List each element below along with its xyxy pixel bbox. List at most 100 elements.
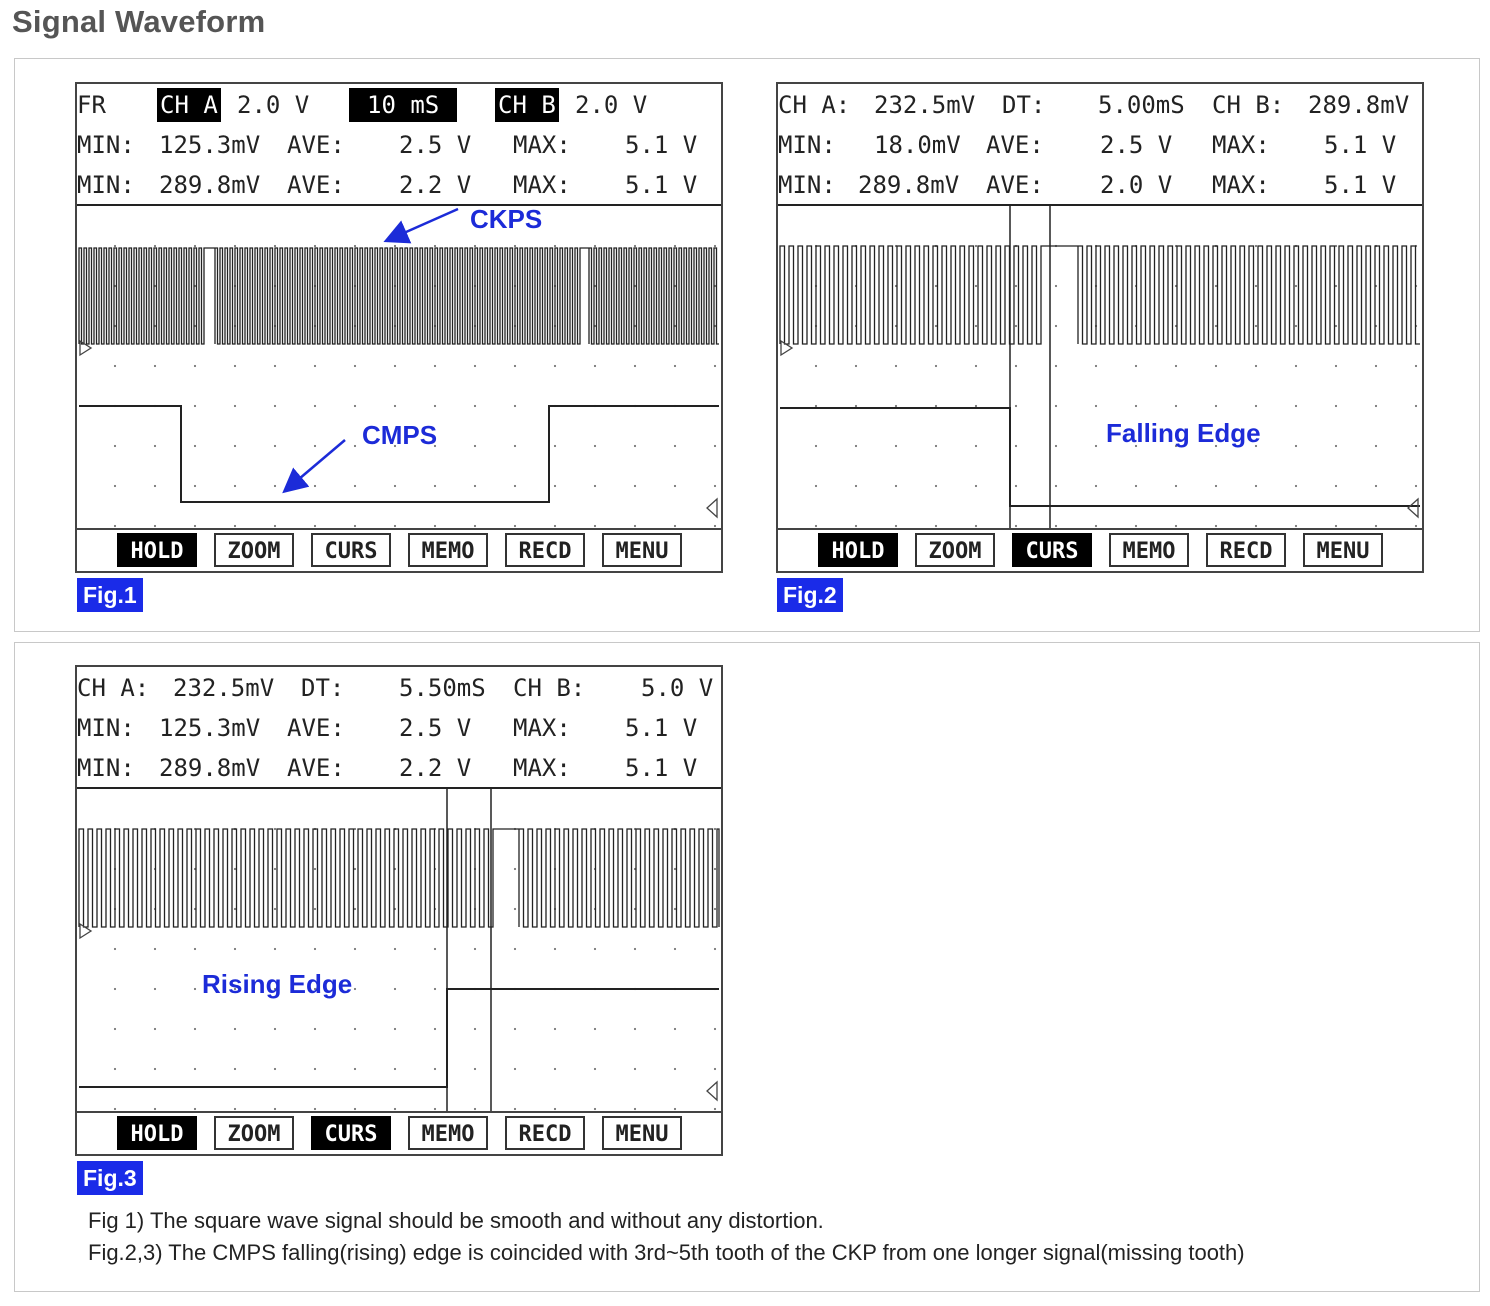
fig3-cmps-trace [79, 988, 719, 1088]
fig1-grid-dot [593, 364, 597, 368]
fig3-grid-dot [513, 867, 517, 871]
fig2-grid-dot [854, 444, 858, 448]
fig2-grid-dot [1054, 484, 1058, 488]
fig3-recd-button[interactable]: RECD [505, 1116, 585, 1150]
fig1-grid-dot [473, 444, 477, 448]
fig1-grid-dot [433, 484, 437, 488]
fig2-grid-dot [1174, 404, 1178, 408]
fig3-grid-dot [673, 1067, 677, 1071]
fig2-menu-button[interactable]: MENU [1303, 533, 1383, 567]
fig3-grid-dot [313, 1067, 317, 1071]
fig1-ckps-annotation: CKPS [470, 204, 543, 234]
fig1-zoom-button[interactable]: ZOOM [214, 533, 294, 567]
fig2-grid-dot [894, 404, 898, 408]
fig1-h2-2: AVE: [287, 171, 345, 199]
fig1-scope: FR CH A 2.0 V 10 mS CH B 2.0 V MIN: 125.… [75, 82, 723, 573]
fig1-grid-dot [233, 524, 237, 528]
fig2-grid-dot [814, 524, 818, 528]
fig3-grid-dot [353, 1107, 357, 1111]
fig1-grid-dot [193, 524, 197, 528]
fig1-h1-1: 125.3mV [159, 131, 261, 159]
fig1-grid-dot [433, 404, 437, 408]
fig1-hold-button[interactable]: HOLD [117, 533, 197, 567]
fig3-menu-button[interactable]: MENU [602, 1116, 682, 1150]
fig2-grid-dot [1094, 524, 1098, 528]
fig2-grid-dot [1254, 404, 1258, 408]
fig1-grid-dot [353, 364, 357, 368]
fig2-header-divider [778, 204, 1422, 206]
fig2-memo-button[interactable]: MEMO [1109, 533, 1189, 567]
fig3-header-row-3: MIN: 289.8mV AVE: 2.2 V MAX: 5.1 V [77, 751, 721, 785]
fig2-grid-dot [974, 364, 978, 368]
fig3-grid-dot [233, 907, 237, 911]
fig2-waveform-plot [779, 206, 1420, 528]
fig1-grid-dot [193, 244, 197, 248]
fig2-grid-dot [1094, 404, 1098, 408]
fig1-recd-button[interactable]: RECD [505, 533, 585, 567]
fig1-memo-button[interactable]: MEMO [408, 533, 488, 567]
fig1-grid-dot [553, 484, 557, 488]
fig3-grid-dot [313, 947, 317, 951]
fig3-grid-dot [273, 867, 277, 871]
fig1-grid-dot [273, 484, 277, 488]
fig1-grid-dot [673, 444, 677, 448]
fig1-h0-2: 2.0 V [237, 91, 310, 119]
fig2-zoom-button[interactable]: ZOOM [915, 533, 995, 567]
fig2-grid-dot [1014, 484, 1018, 488]
fig1-grid-dot [353, 484, 357, 488]
fig3-zoom-button[interactable]: ZOOM [214, 1116, 294, 1150]
fig1-grid-dot [473, 524, 477, 528]
fig2-grid-dot [1294, 284, 1298, 288]
fig2-grid-dot [1054, 444, 1058, 448]
fig1-waveform-plot [78, 244, 719, 528]
fig2-grid-dot [1414, 364, 1418, 368]
fig3-grid-dot [353, 947, 357, 951]
fig1-grid-dot [673, 524, 677, 528]
fig3-hold-button[interactable]: HOLD [117, 1116, 197, 1150]
fig2-grid-dot [814, 444, 818, 448]
fig3-curs-button[interactable]: CURS [311, 1116, 391, 1150]
fig2-hold-button[interactable]: HOLD [818, 533, 898, 567]
fig2-grid-dot [1174, 364, 1178, 368]
fig2-h2-1: 289.8mV [858, 171, 960, 199]
fig1-header-row-2: MIN: 125.3mV AVE: 2.5 V MAX: 5.1 V [77, 128, 721, 162]
fig1-curs-button[interactable]: CURS [311, 533, 391, 567]
fig2-grid-dot [894, 484, 898, 488]
fig1-grid-dot [353, 524, 357, 528]
fig3-grid-dot [393, 987, 397, 991]
fig2-recd-button[interactable]: RECD [1206, 533, 1286, 567]
fig3-grid-dot [353, 867, 357, 871]
fig2-curs-button[interactable]: CURS [1012, 533, 1092, 567]
fig1-grid-dot [353, 404, 357, 408]
fig1-grid-dot [353, 244, 357, 248]
fig3-h1-4: MAX: [513, 714, 571, 742]
fig1-grid-dot [273, 524, 277, 528]
fig1-menu-button[interactable]: MENU [602, 533, 682, 567]
fig2-h2-2: AVE: [986, 171, 1044, 199]
fig2-grid-dot [934, 284, 938, 288]
fig1-h2-5: 5.1 V [625, 171, 698, 199]
fig3-h2-5: 5.1 V [625, 754, 698, 782]
fig3-memo-button[interactable]: MEMO [408, 1116, 488, 1150]
fig3-grid-dot [393, 1107, 397, 1111]
fig1-grid-dot [553, 524, 557, 528]
fig2-grid-dot [934, 484, 938, 488]
fig2-grid-dot [894, 524, 898, 528]
fig3-h2-0: MIN: [77, 754, 135, 782]
fig3-grid-dot [313, 907, 317, 911]
fig2-grid-dot [1174, 444, 1178, 448]
fig3-grid-dot [713, 827, 717, 831]
fig2-grid-dot [854, 484, 858, 488]
fig3-grid-dot [553, 1107, 557, 1111]
fig2-grid-dot [974, 324, 978, 328]
fig3-label: Fig.3 [77, 1161, 143, 1195]
fig3-grid-dot [593, 1107, 597, 1111]
fig2-grid-dot [1414, 484, 1418, 488]
fig3-grid-dot [113, 1067, 117, 1071]
fig1-h2-1: 289.8mV [159, 171, 261, 199]
fig2-grid-dot [1414, 444, 1418, 448]
fig2-grid-dot [974, 404, 978, 408]
fig3-h2-4: MAX: [513, 754, 571, 782]
fig2-h1-4: MAX: [1212, 131, 1270, 159]
fig2-grid-dot [1414, 524, 1418, 528]
